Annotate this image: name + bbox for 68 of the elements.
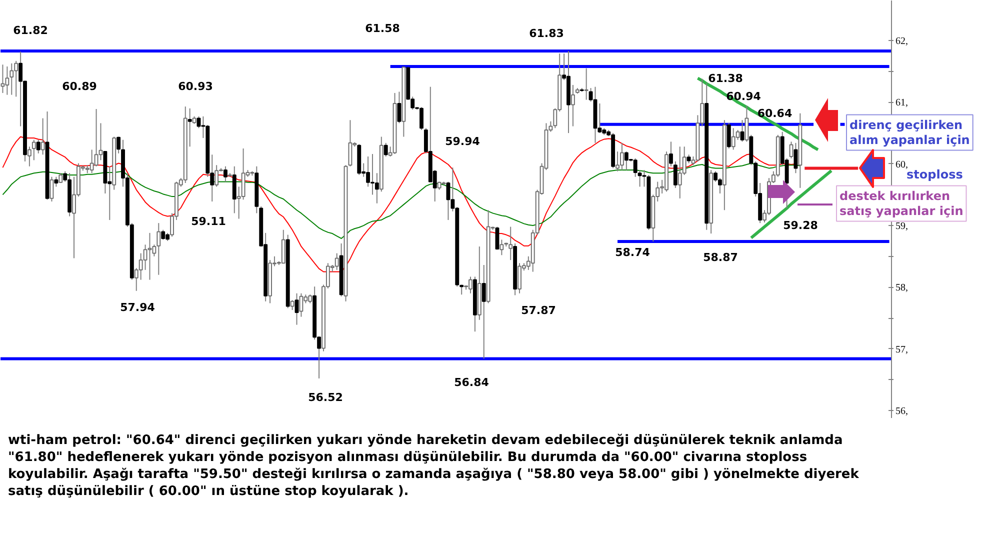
candlestick [241, 148, 246, 200]
candlestick [58, 172, 63, 184]
annotation: 61.82 [13, 24, 48, 37]
annotation: 61.38 [708, 72, 743, 85]
candlestick [584, 68, 588, 100]
candlestick [290, 300, 294, 310]
annotation: direnç geçilirken alım yapanlar için [850, 118, 970, 148]
annotation: 60.93 [178, 80, 213, 93]
candlestick [669, 141, 673, 167]
candlestick [294, 292, 299, 326]
candlestick [348, 120, 352, 167]
candlestick [374, 172, 379, 204]
candlestick [54, 176, 58, 188]
annotation: 59.28 [783, 219, 818, 232]
candlestick [36, 139, 40, 154]
annotation: 56.84 [454, 376, 490, 389]
candlestick [726, 122, 731, 149]
candlestick [196, 116, 201, 129]
candlestick [94, 108, 98, 167]
series-label: 60.64 [757, 106, 792, 120]
candlestick [500, 239, 504, 256]
text: stoploss [906, 168, 963, 182]
y-tick-label: 57, [896, 344, 908, 356]
annotation: 56.52 [308, 391, 343, 404]
annotation: 61.83 [529, 27, 564, 40]
candlestick [32, 139, 36, 161]
y-tick-label: 62, [896, 36, 908, 48]
candlestick [482, 264, 486, 360]
y-tick-label: 58, [896, 282, 908, 294]
candlestick [10, 62, 14, 96]
candlestick [50, 176, 54, 202]
candlestick [224, 166, 228, 182]
y-tick-label: 60, [896, 159, 908, 170]
candlestick [740, 120, 744, 142]
candlestick [570, 84, 575, 127]
candlestick [384, 142, 388, 157]
annotation: 57.87 [521, 304, 556, 317]
candlestick [495, 226, 500, 250]
candlestick [334, 252, 339, 270]
candlestick [148, 232, 152, 280]
candlestick [40, 118, 45, 156]
candlestick [188, 108, 192, 148]
annotation: 58.74 [615, 246, 650, 259]
candlestick [214, 164, 219, 188]
annotation: 58.87 [703, 251, 738, 264]
candlestick [794, 142, 798, 174]
annotation: 61.58 [365, 22, 400, 35]
annotation: 59.94 [445, 135, 480, 148]
candlestick [673, 160, 678, 188]
candlestick [744, 105, 749, 142]
candlestick [161, 229, 166, 240]
y-tick-label: 59, [896, 221, 908, 232]
candlestick [397, 91, 402, 124]
candlestick [460, 284, 464, 296]
y-tick-label: 56, [896, 406, 908, 417]
candlestick [598, 102, 602, 134]
annotation: 60.89 [62, 80, 97, 93]
annotation: 57.94 [120, 301, 156, 314]
candlestick [642, 170, 646, 188]
text: wti-ham petrol: "60.64" direnci geçilirken yukarı yönde hareketin devam edebileceği düşünülerek teknik anlamda "61.80" hedeflenerek yukarı yönde pozisyon alınması düşünülebilir. Bu durumda da "60.00" civarına stoploss koyulabilir. Aşağı tarafta "59.50" desteği kırılırsa o zamanda aşağıya ( "58.80 veya 58.00" gibi ) yönelmekte diyerek satış düşünülebilir ( 60.00" ın üstüne stop koyularak ). [8, 432, 859, 500]
annotation: 59.11 [191, 215, 226, 228]
candlestick [281, 229, 286, 264]
candlestick [0, 64, 5, 94]
candlestick [5, 66, 10, 96]
candlestick [27, 146, 32, 167]
annotation: destek kırılırken satış yapanlar için [840, 188, 964, 218]
y-tick-label: 61, [896, 98, 908, 109]
line-series [750, 169, 833, 240]
